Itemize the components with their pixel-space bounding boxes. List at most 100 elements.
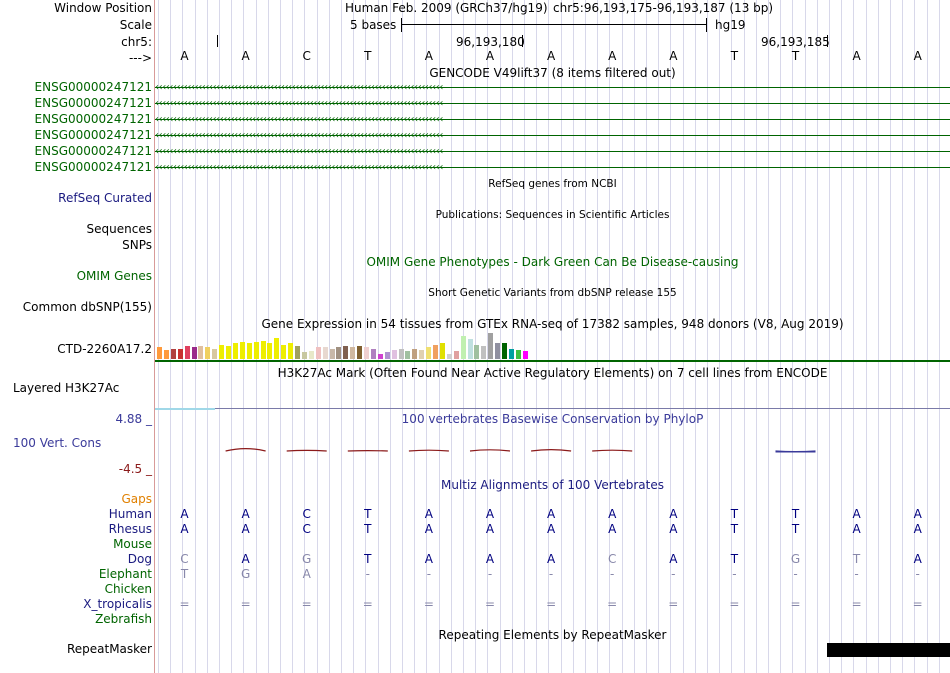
alignment-base: A (424, 552, 433, 566)
gtex-tissue-bar[interactable] (515, 350, 521, 359)
gtex-bar-chart[interactable] (155, 331, 535, 359)
snps-track-label[interactable]: SNPs (122, 238, 152, 252)
gtex-tissue-bar[interactable] (157, 347, 162, 359)
gtex-tissue-bar[interactable] (384, 352, 390, 359)
refseq-track-label[interactable]: RefSeq Curated (58, 191, 152, 205)
grid-line (744, 0, 745, 673)
species-label[interactable]: Elephant (98, 567, 152, 581)
gtex-tissue-bar[interactable] (219, 345, 225, 359)
scale-bar-line (401, 24, 707, 25)
gtex-tissue-bar[interactable] (426, 347, 432, 359)
strand-label[interactable]: ---> (128, 51, 152, 65)
gtex-tissue-bar[interactable] (281, 345, 287, 359)
repeatmasker-element[interactable] (827, 643, 950, 657)
gtex-tissue-bar[interactable] (377, 354, 383, 359)
alignment-base: A (424, 507, 433, 521)
gtex-tissue-bar[interactable] (163, 350, 169, 359)
gencode-item-label[interactable]: ENSG00000247121 (34, 160, 152, 174)
h3k27ac-track-label[interactable]: Layered H3K27Ac (13, 381, 120, 395)
gtex-tissue-bar[interactable] (239, 342, 245, 359)
gtex-tissue-bar[interactable] (481, 346, 487, 359)
gtex-tissue-bar[interactable] (322, 347, 328, 359)
gtex-tissue-bar[interactable] (391, 350, 397, 359)
multiz-title: Multiz Alignments of 100 Vertebrates (440, 478, 665, 492)
gencode-item-label[interactable]: ENSG00000247121 (34, 112, 152, 126)
gencode-gene-line[interactable] (155, 119, 950, 120)
gtex-tissue-bar[interactable] (398, 349, 404, 359)
gtex-tissue-bar[interactable] (412, 349, 418, 359)
gtex-tissue-bar[interactable] (460, 336, 466, 359)
gencode-item-label[interactable]: ENSG00000247121 (34, 96, 152, 110)
alignment-base: A (302, 567, 311, 581)
gtex-tissue-bar[interactable] (488, 333, 494, 359)
species-label[interactable]: Rhesus (108, 522, 152, 536)
gtex-tissue-bar[interactable] (508, 349, 514, 359)
gencode-gene-line[interactable] (155, 103, 950, 104)
gencode-gene-line[interactable] (155, 87, 950, 88)
species-label[interactable]: Dog (127, 552, 152, 566)
gtex-tissue-bar[interactable] (329, 349, 335, 359)
gtex-tissue-bar[interactable] (191, 347, 197, 359)
gtex-tissue-bar[interactable] (308, 351, 314, 359)
gtex-tissue-bar[interactable] (295, 346, 300, 359)
gtex-tissue-bar[interactable] (364, 347, 369, 359)
dbsnp-track-label[interactable]: Common dbSNP(155) (22, 300, 152, 314)
gtex-tissue-bar[interactable] (343, 346, 349, 359)
gencode-gene-line[interactable] (155, 135, 950, 136)
track-data-area[interactable]: Human Feb. 2009 (GRCh37/hg19) chr5:96,19… (155, 0, 950, 673)
omim-track-label[interactable]: OMIM Genes (76, 269, 152, 283)
gtex-tissue-bar[interactable] (495, 343, 501, 359)
gencode-gene-line[interactable] (155, 167, 950, 168)
gtex-tissue-bar[interactable] (253, 342, 259, 359)
species-label[interactable]: Mouse (113, 537, 152, 551)
gtex-tissue-bar[interactable] (301, 352, 307, 359)
gtex-tissue-bar[interactable] (357, 346, 363, 359)
gtex-tissue-bar[interactable] (446, 354, 452, 359)
gtex-tissue-bar[interactable] (205, 347, 211, 359)
gtex-tissue-bar[interactable] (274, 338, 280, 359)
gencode-item-label[interactable]: ENSG00000247121 (34, 128, 152, 142)
gtex-tissue-bar[interactable] (433, 345, 438, 359)
species-label[interactable]: Human (108, 507, 152, 521)
gencode-item-label[interactable]: ENSG00000247121 (34, 144, 152, 158)
species-label[interactable]: X_tropicalis (83, 597, 152, 611)
alignment-base: A (546, 552, 556, 566)
grid-line (902, 0, 903, 673)
gencode-gene-line[interactable] (155, 151, 950, 152)
gtex-tissue-bar[interactable] (288, 343, 294, 359)
gtex-tissue-bar[interactable] (315, 347, 321, 359)
range-text[interactable]: chr5:96,193,175-96,193,187 (13 bp) (553, 1, 774, 15)
gtex-tissue-bar[interactable] (370, 349, 376, 359)
gtex-tissue-bar[interactable] (439, 343, 445, 359)
gtex-tissue-bar[interactable] (232, 343, 238, 359)
label-separator (154, 0, 155, 673)
gtex-tissue-bar[interactable] (198, 346, 204, 359)
phylop-track-label[interactable]: 100 Vert. Cons (13, 436, 102, 450)
grid-line (878, 0, 879, 673)
gtex-tissue-bar[interactable] (419, 350, 425, 359)
repeatmasker-track-label[interactable]: RepeatMasker (66, 642, 152, 656)
species-label[interactable]: Chicken (104, 582, 152, 596)
gtex-tissue-bar[interactable] (453, 351, 459, 359)
gtex-tissue-bar[interactable] (502, 343, 507, 359)
gtex-tissue-bar[interactable] (474, 345, 480, 359)
phylop-plot[interactable] (155, 440, 950, 464)
gtex-tissue-bar[interactable] (522, 351, 528, 359)
gtex-tissue-bar[interactable] (226, 346, 231, 359)
gtex-tissue-bar[interactable] (184, 346, 190, 359)
publications-track-label[interactable]: Sequences (86, 222, 152, 236)
gtex-tissue-bar[interactable] (405, 351, 411, 359)
species-label[interactable]: Zebrafish (95, 612, 152, 626)
alignment-base: = (729, 597, 740, 611)
gtex-tissue-bar[interactable] (336, 347, 342, 359)
gtex-tissue-bar[interactable] (267, 343, 273, 359)
gtex-tissue-bar[interactable] (467, 339, 473, 359)
gtex-tissue-bar[interactable] (350, 347, 356, 359)
gtex-tissue-bar[interactable] (212, 349, 218, 359)
gtex-tissue-bar[interactable] (177, 349, 183, 359)
gencode-item-label[interactable]: ENSG00000247121 (34, 80, 152, 94)
gtex-track-label[interactable]: CTD-2260A17.2 (57, 342, 152, 356)
gtex-tissue-bar[interactable] (170, 349, 176, 359)
gtex-tissue-bar[interactable] (260, 341, 266, 359)
gtex-tissue-bar[interactable] (246, 343, 252, 359)
